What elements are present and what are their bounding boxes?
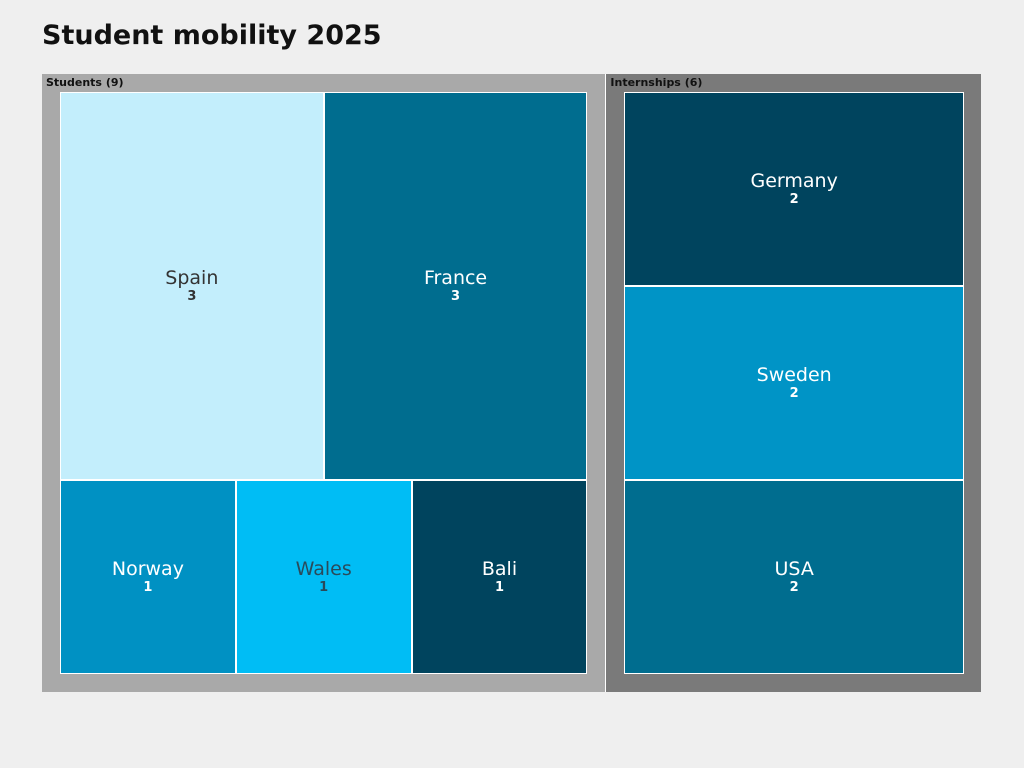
cell-label: Bali [481,558,518,580]
treemap-group-area: Spain 3 France 3 Norway 1 Wales 1 Bali 1 [60,92,588,674]
treemap-group-label: Students (9) [46,76,124,89]
treemap-cell-france[interactable]: France 3 [323,92,588,480]
treemap-cell-bali[interactable]: Bali 1 [411,480,588,674]
treemap-cell-spain[interactable]: Spain 3 [60,92,324,480]
treemap-group-students: Students (9) Spain 3 France 3 Norway 1 Wales 1 Ba… [42,74,606,692]
treemap-cell-wales[interactable]: Wales 1 [235,480,412,674]
cell-value: 1 [319,580,329,595]
cell-value: 1 [494,580,505,595]
cell-value: 3 [451,289,461,304]
cell-label: Sweden [756,364,832,386]
treemap-group-label: Internships (6) [610,76,703,89]
cell-label: USA [774,558,814,580]
treemap-cell-germany[interactable]: Germany 2 [624,92,964,286]
cell-label: Norway [111,558,184,580]
cell-value: 2 [789,580,799,595]
cell-label: France [423,267,488,289]
treemap-cell-usa[interactable]: USA 2 [624,480,964,674]
treemap-group-internships: Internships (6) Germany 2 Sweden 2 USA 2 [605,74,981,692]
cell-label: Germany [750,170,838,192]
cell-value: 2 [789,192,799,207]
cell-value: 1 [143,580,153,595]
treemap-group-area: Germany 2 Sweden 2 USA 2 [624,92,964,674]
cell-label: Wales [295,558,352,580]
cell-value: 3 [187,289,197,304]
chart-title: Student mobility 2025 [42,20,382,51]
cell-label: Spain [165,267,219,289]
cell-value: 2 [789,386,799,401]
treemap-cell-sweden[interactable]: Sweden 2 [624,286,964,480]
treemap-cell-norway[interactable]: Norway 1 [60,480,236,674]
